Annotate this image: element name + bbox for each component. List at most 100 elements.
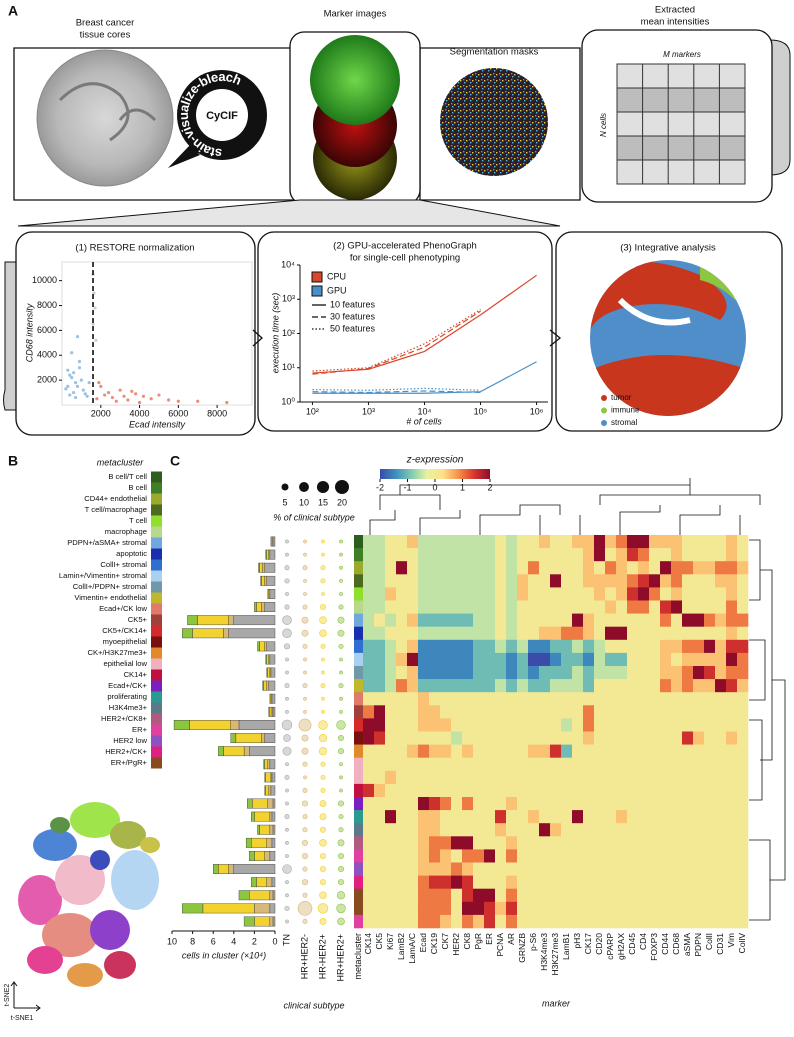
heatmap-cell [737,731,749,745]
heatmap-cell [528,797,540,811]
bar-segment [235,733,262,743]
heatmap-cell [495,652,507,667]
heatmap-cell [649,888,661,903]
marker-label: Ecad [418,933,428,953]
heatmap-cell [594,783,606,798]
dot [319,891,327,900]
heatmap-cell [407,692,419,706]
heatmap-cell [396,639,408,654]
panel-title: (2) GPU-accelerated PhenoGraph [333,241,477,252]
bar-segment [272,536,276,547]
dot [337,748,345,755]
heatmap-cell [627,600,639,614]
heatmap-cell [693,692,705,706]
heatmap-cell [418,901,430,916]
heatmap-cell [682,888,694,903]
heatmap-cell [649,783,661,798]
heatmap-cell [539,849,551,863]
heatmap-cell [550,626,562,641]
dot [319,918,327,925]
heatmap-cell [605,600,617,614]
dot [321,696,325,701]
heatmap-cell [682,600,694,614]
dot [301,616,309,624]
metacluster-name: CollI+ stromal [100,560,147,569]
heatmap-cell [572,600,584,614]
metacluster-swatch [151,493,162,505]
heatmap-cell [528,587,540,601]
table-grid [616,63,746,185]
size-legend-title: % of clinical subtype [273,512,355,522]
heatmap-cell [451,862,463,876]
heatmap-cell [616,652,628,667]
heatmap-cell [561,770,573,785]
bar-segment [230,720,240,730]
heatmap-cell [627,783,639,798]
subtype-label: HR+HER2+ [335,934,345,982]
heatmap-cell [737,901,749,916]
heatmap-cell [396,705,408,719]
heatmap-cell [627,718,639,732]
bar-segment [267,798,274,809]
dot [338,643,344,649]
heatmap-cell [374,731,386,745]
heatmap-cell [550,823,562,837]
heatmap-cell [594,613,606,627]
bar-segment [223,628,229,639]
heatmap-cell [374,718,386,732]
cycif-label: CyCIF [206,110,238,122]
heatmap-cell [605,548,617,562]
heatmap-cell [715,757,727,772]
heatmap-cell [671,770,683,785]
metacluster-name: HER2+/CK+ [105,747,147,756]
dot [303,539,307,544]
heatmap-cell [385,548,397,562]
bar-segment [259,641,265,652]
panel-label: C [170,453,180,469]
heatmap-cell [539,666,551,680]
heatmap-cell [605,797,617,811]
heatmap-cell [638,731,650,745]
heatmap-cell [517,914,529,929]
heatmap-cell [583,849,595,863]
heatmap-cell [627,849,639,863]
dot [321,592,325,596]
metacluster-cell [354,783,363,798]
heatmap-cell [726,639,738,654]
heatmap-cell [440,705,452,719]
heatmap-cell [528,744,540,758]
bar-segment [261,602,265,612]
heatmap-cell [539,836,551,850]
heatmap-cell [374,600,386,614]
marker-label: CollI [704,933,714,950]
heatmap-cell [440,626,452,641]
heatmap-cell [495,836,507,850]
heatmap-cell [418,535,430,549]
heatmap-cell [550,783,562,798]
metacluster-name: T cell/macrophage [85,505,147,514]
y-tick-label: 10¹ [282,362,295,372]
heatmap-cell [495,744,507,758]
heatmap-cell [440,797,452,811]
dot [319,629,327,638]
marker-label: AR [506,933,516,945]
heatmap-cell [561,783,573,798]
heatmap-cell [506,639,518,654]
heatmap-cell [660,836,672,850]
bar-segment [269,706,273,717]
heatmap-cell [550,836,562,850]
dot [285,696,289,701]
y-tick-label: 10000 [32,275,57,285]
heatmap-cell [418,574,430,588]
heatmap-cell [539,561,551,575]
heatmap-cell [451,548,463,562]
heatmap-cell [374,888,386,903]
heatmap-cell [649,548,661,562]
heatmap-cell [517,692,529,706]
heatmap-cell [418,731,430,745]
heatmap-cell [363,652,375,667]
heatmap-cell [627,862,639,876]
heatmap-cell [616,875,628,889]
heatmap-cell [495,914,507,929]
heatmap-cell [528,901,540,916]
